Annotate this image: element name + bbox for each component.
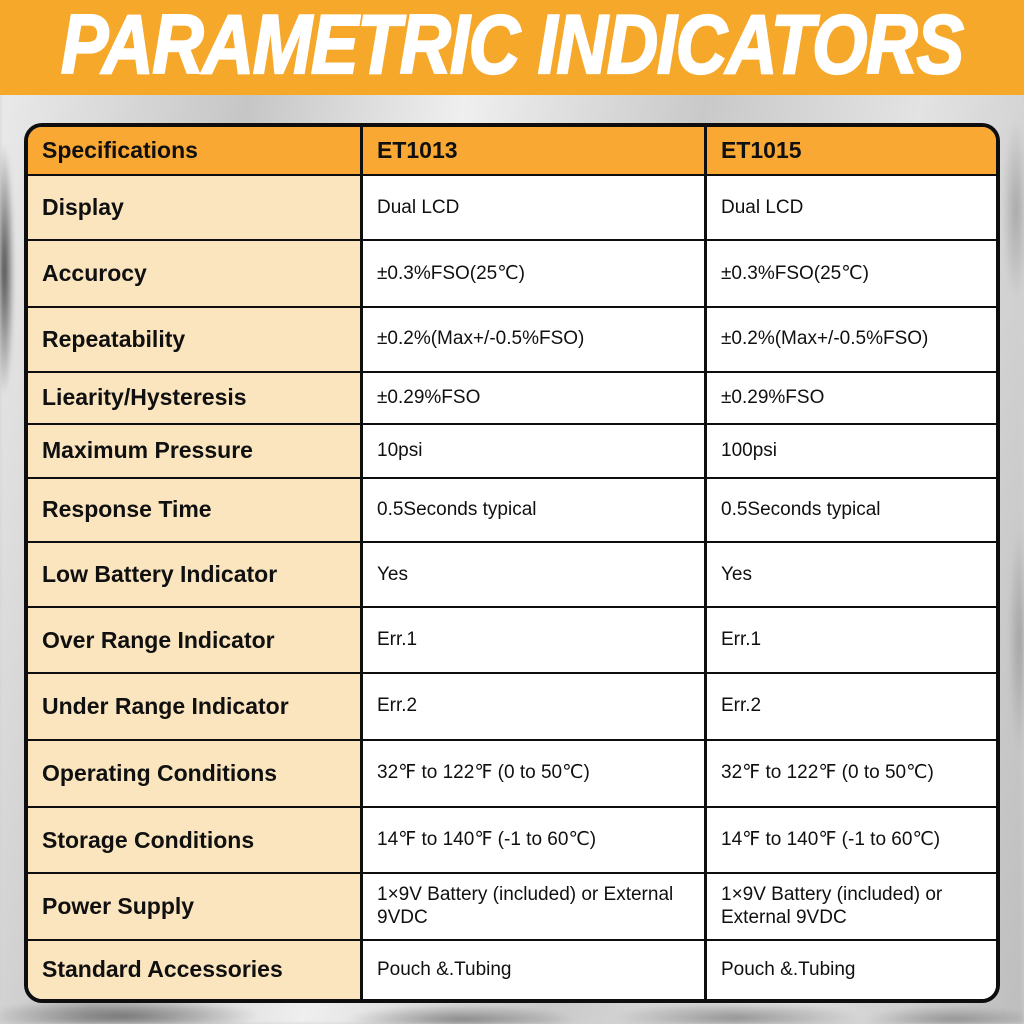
table-row: Operating Conditions 32℉ to 122℉ (0 to 5… [28,738,996,806]
table-row: Liearity/Hysteresis ±0.29%FSO ±0.29%FSO [28,370,996,423]
spec-label-cell: Accurocy [28,241,363,306]
table-row: Display Dual LCD Dual LCD [28,174,996,240]
et1015-value-cell: 32℉ to 122℉ (0 to 50℃) [707,740,996,806]
et1015-value-cell: 1×9V Battery (included) or External 9VDC [707,874,996,939]
et1015-value-cell: ±0.3%FSO(25℃) [707,241,996,306]
et1013-value-cell: ±0.29%FSO [363,372,707,423]
table-row: Storage Conditions 14℉ to 140℉ (-1 to 60… [28,805,996,873]
table-row: Under Range Indicator Err.2 Err.2 [28,671,996,739]
column-header-et1015: ET1015 [707,127,996,174]
table-row: Accurocy ±0.3%FSO(25℃) ±0.3%FSO(25℃) [28,239,996,306]
et1015-value-cell: Err.1 [707,608,996,672]
spec-label-cell: Liearity/Hysteresis [28,372,363,423]
spec-label-cell: Display [28,176,363,240]
et1015-value-cell: ±0.2%(Max+/-0.5%FSO) [707,307,996,371]
et1015-value-cell: Pouch &.Tubing [707,940,996,999]
et1013-value-cell: ±0.2%(Max+/-0.5%FSO) [363,307,707,371]
spec-table: Specifications ET1013 ET1015 Display Dua… [24,123,1000,1003]
et1013-value-cell: ±0.3%FSO(25℃) [363,241,707,306]
spec-label-cell: Standard Accessories [28,940,363,999]
et1013-value-cell: Pouch &.Tubing [363,940,707,999]
et1015-value-cell: 0.5Seconds typical [707,478,996,541]
spec-label-cell: Maximum Pressure [28,424,363,477]
spec-label-cell: Under Range Indicator [28,673,363,739]
spec-label-cell: Response Time [28,478,363,541]
et1013-value-cell: Dual LCD [363,176,707,240]
table-row: Over Range Indicator Err.1 Err.1 [28,606,996,672]
table-row: Response Time 0.5Seconds typical 0.5Seco… [28,476,996,541]
table-row: Low Battery Indicator Yes Yes [28,540,996,607]
et1015-value-cell: 100psi [707,424,996,477]
et1013-value-cell: 1×9V Battery (included) or External 9VDC [363,874,707,939]
spec-label-cell: Repeatability [28,307,363,371]
et1015-value-cell: Dual LCD [707,176,996,240]
et1013-value-cell: Yes [363,542,707,607]
et1013-value-cell: Err.2 [363,673,707,739]
spec-label-cell: Over Range Indicator [28,608,363,672]
et1013-value-cell: Err.1 [363,608,707,672]
table-header-row: Specifications ET1013 ET1015 [28,127,996,174]
et1013-value-cell: 0.5Seconds typical [363,478,707,541]
column-header-et1013: ET1013 [363,127,707,174]
spec-label-cell: Operating Conditions [28,740,363,806]
table-row: Repeatability ±0.2%(Max+/-0.5%FSO) ±0.2%… [28,305,996,371]
page-title: PARAMETRIC INDICATORS [60,0,965,93]
et1015-value-cell: 14℉ to 140℉ (-1 to 60℃) [707,807,996,873]
column-header-specifications: Specifications [28,127,363,174]
spec-label-cell: Storage Conditions [28,807,363,873]
table-row: Maximum Pressure 10psi 100psi [28,422,996,477]
table-row: Standard Accessories Pouch &.Tubing Pouc… [28,938,996,999]
et1013-value-cell: 32℉ to 122℉ (0 to 50℃) [363,740,707,806]
et1013-value-cell: 10psi [363,424,707,477]
et1015-value-cell: Err.2 [707,673,996,739]
et1015-value-cell: ±0.29%FSO [707,372,996,423]
spec-label-cell: Power Supply [28,874,363,939]
et1013-value-cell: 14℉ to 140℉ (-1 to 60℃) [363,807,707,873]
et1015-value-cell: Yes [707,542,996,607]
title-banner: PARAMETRIC INDICATORS [0,0,1024,95]
table-row: Power Supply 1×9V Battery (included) or … [28,872,996,939]
spec-label-cell: Low Battery Indicator [28,542,363,607]
